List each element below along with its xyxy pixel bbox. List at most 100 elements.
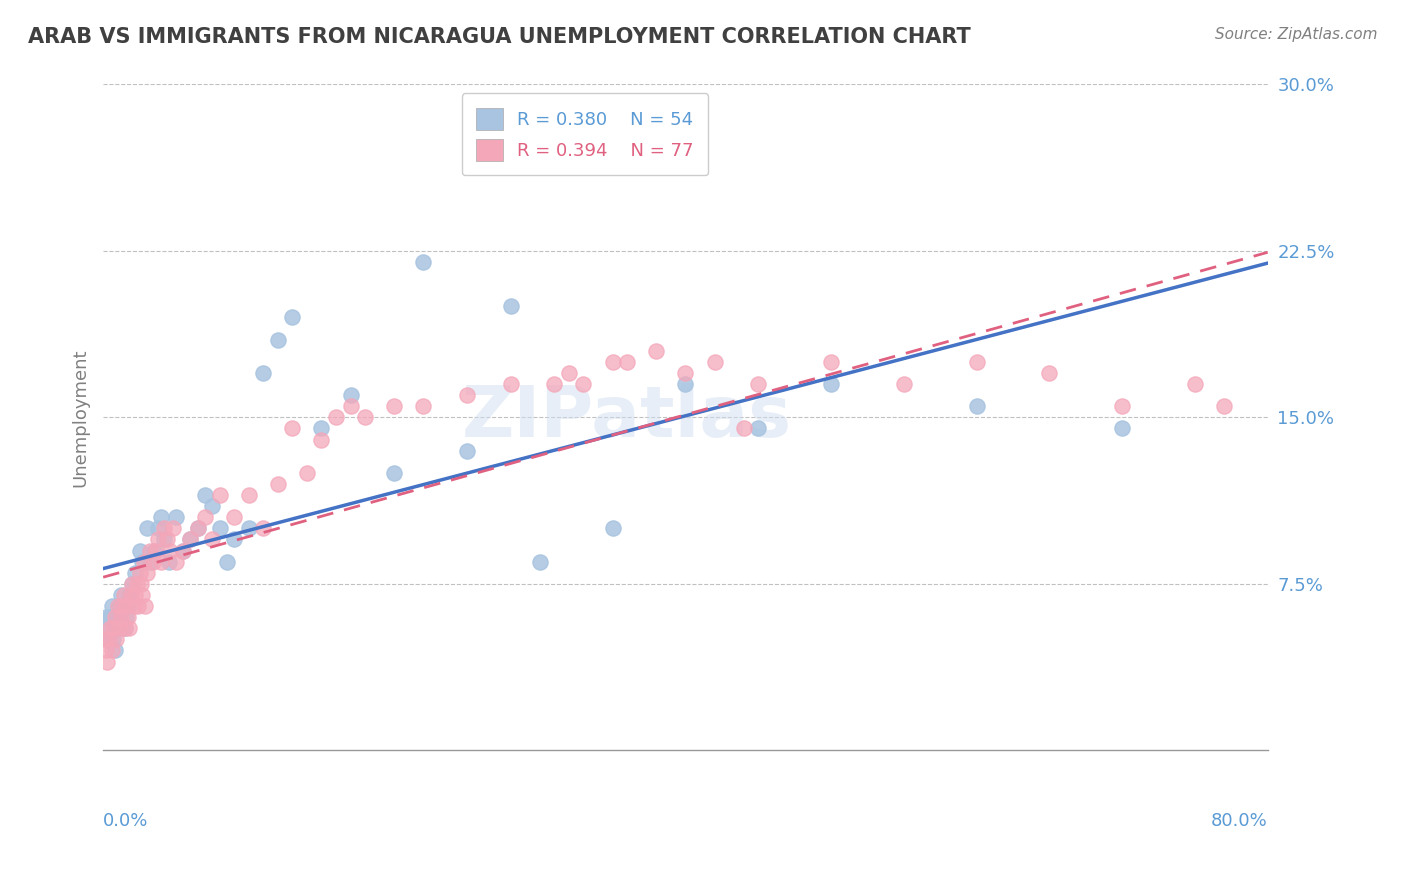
Point: [1213, 399, 1236, 413]
Point: [1111, 421, 1133, 435]
Point: [114, 621, 136, 635]
Point: [159, 543, 181, 558]
Point: [142, 555, 165, 569]
Point: [97, 621, 120, 635]
Point: [224, 510, 246, 524]
Point: [966, 399, 988, 413]
Y-axis label: Unemployment: Unemployment: [72, 348, 89, 487]
Point: [1038, 366, 1060, 380]
Point: [153, 533, 176, 547]
Point: [645, 343, 668, 358]
Point: [103, 621, 125, 635]
Point: [224, 533, 246, 547]
Point: [108, 599, 131, 613]
Point: [135, 521, 157, 535]
Point: [100, 621, 122, 635]
Point: [616, 355, 638, 369]
Point: [281, 421, 304, 435]
Point: [325, 410, 347, 425]
Point: [162, 521, 184, 535]
Point: [673, 366, 696, 380]
Point: [499, 377, 522, 392]
Point: [128, 543, 150, 558]
Point: [143, 543, 166, 558]
Point: [94, 643, 117, 657]
Point: [96, 655, 118, 669]
Point: [187, 521, 209, 535]
Text: ARAB VS IMMIGRANTS FROM NICARAGUA UNEMPLOYMENT CORRELATION CHART: ARAB VS IMMIGRANTS FROM NICARAGUA UNEMPL…: [28, 27, 972, 46]
Point: [966, 355, 988, 369]
Text: 0.0%: 0.0%: [103, 813, 149, 830]
Point: [121, 577, 143, 591]
Point: [112, 588, 135, 602]
Point: [118, 621, 141, 635]
Point: [138, 555, 160, 569]
Point: [101, 599, 124, 613]
Point: [125, 577, 148, 591]
Point: [354, 410, 377, 425]
Point: [107, 610, 129, 624]
Point: [97, 632, 120, 647]
Text: ZIPatlas: ZIPatlas: [463, 383, 792, 452]
Point: [93, 632, 115, 647]
Point: [114, 621, 136, 635]
Point: [733, 421, 755, 435]
Point: [572, 377, 595, 392]
Point: [150, 555, 173, 569]
Point: [602, 521, 624, 535]
Point: [108, 621, 131, 635]
Point: [602, 355, 624, 369]
Point: [172, 543, 194, 558]
Point: [131, 588, 153, 602]
Point: [820, 377, 842, 392]
Point: [281, 310, 304, 325]
Point: [456, 388, 478, 402]
Point: [747, 377, 769, 392]
Point: [103, 632, 125, 647]
Point: [111, 621, 134, 635]
Point: [703, 355, 725, 369]
Point: [194, 510, 217, 524]
Point: [107, 599, 129, 613]
Point: [115, 610, 138, 624]
Point: [208, 521, 231, 535]
Point: [311, 433, 333, 447]
Point: [104, 643, 127, 657]
Point: [201, 499, 224, 513]
Point: [295, 466, 318, 480]
Text: 80.0%: 80.0%: [1211, 813, 1268, 830]
Point: [124, 588, 146, 602]
Point: [156, 533, 179, 547]
Point: [673, 377, 696, 392]
Point: [215, 555, 238, 569]
Point: [110, 610, 132, 624]
Point: [252, 366, 274, 380]
Point: [165, 510, 187, 524]
Point: [382, 466, 405, 480]
Point: [117, 599, 139, 613]
Point: [105, 621, 128, 635]
Point: [101, 643, 124, 657]
Point: [128, 566, 150, 580]
Point: [893, 377, 915, 392]
Point: [121, 577, 143, 591]
Point: [117, 610, 139, 624]
Point: [100, 610, 122, 624]
Point: [252, 521, 274, 535]
Point: [339, 388, 361, 402]
Point: [267, 477, 290, 491]
Point: [456, 443, 478, 458]
Point: [148, 533, 170, 547]
Point: [311, 421, 333, 435]
Point: [131, 555, 153, 569]
Point: [238, 488, 260, 502]
Point: [118, 588, 141, 602]
Point: [382, 399, 405, 413]
Point: [138, 543, 160, 558]
Point: [129, 577, 152, 591]
Point: [135, 566, 157, 580]
Point: [157, 555, 180, 569]
Text: Source: ZipAtlas.com: Source: ZipAtlas.com: [1215, 27, 1378, 42]
Point: [179, 533, 201, 547]
Point: [105, 632, 128, 647]
